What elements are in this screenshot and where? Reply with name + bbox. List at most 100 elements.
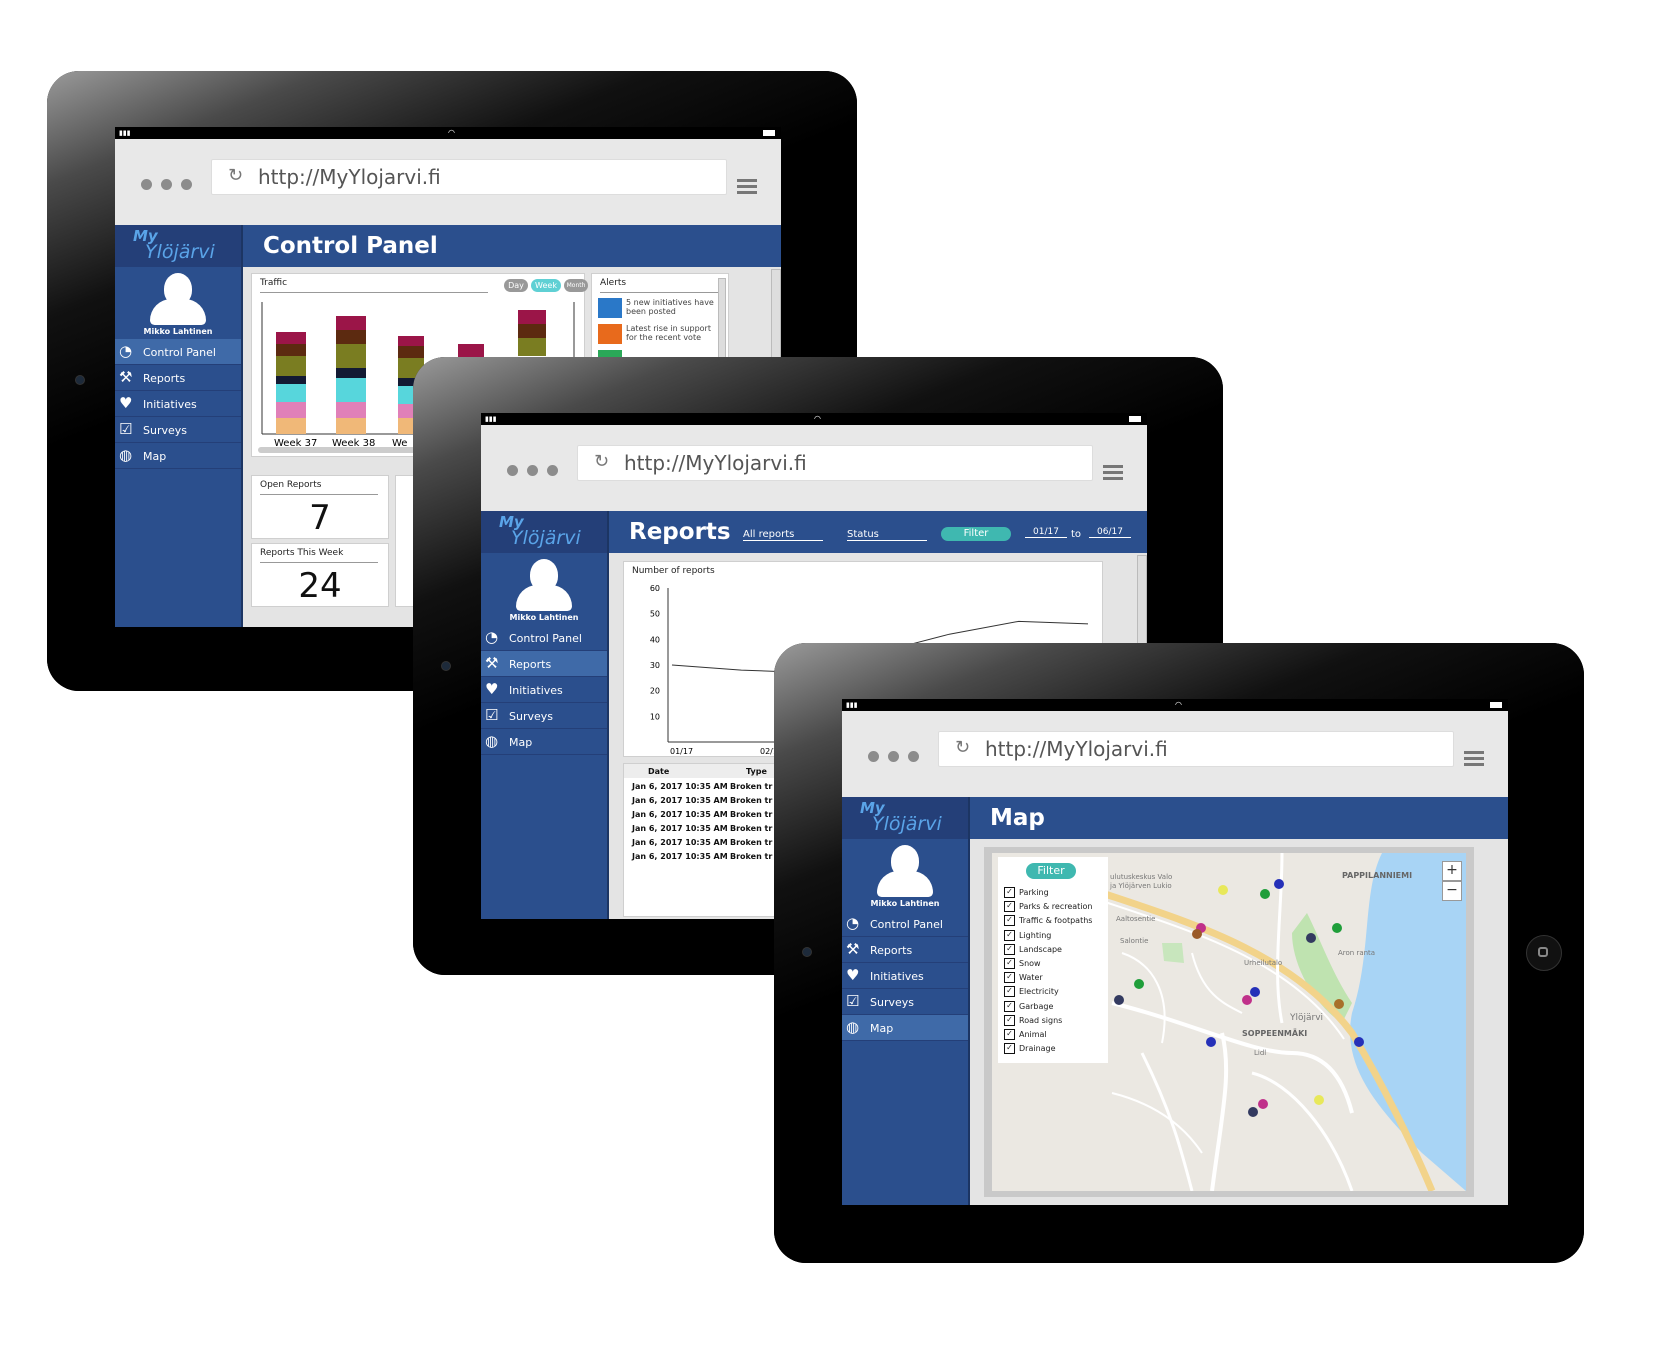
map-pin[interactable] (1250, 987, 1260, 997)
user-avatar[interactable]: Mikko Lahtinen (481, 553, 607, 625)
sidebar-item-reports[interactable]: ⚒ Reports (481, 651, 607, 677)
reload-icon[interactable]: ↻ (955, 737, 971, 758)
checkbox-checked-icon[interactable]: ✓ (1004, 929, 1015, 941)
sidebar-item-map[interactable]: ◍ Map (481, 729, 607, 755)
user-avatar[interactable]: Mikko Lahtinen (842, 839, 968, 911)
road (1191, 952, 1243, 1014)
filter-option[interactable]: ✓ Garbage (1004, 1000, 1053, 1014)
filter-option[interactable]: ✓ Snow (1004, 958, 1041, 971)
reload-icon[interactable]: ↻ (594, 451, 610, 472)
sidebar-item-initiatives[interactable]: ♥ Initiatives (842, 963, 968, 989)
bar-segment (398, 346, 424, 358)
sidebar-item-map[interactable]: ◍ Map (115, 443, 241, 469)
checkbox-checked-icon[interactable]: ✓ (1004, 1014, 1015, 1026)
map-pin[interactable] (1354, 1037, 1364, 1047)
map-pin[interactable] (1218, 885, 1228, 895)
report-type-cell: Broken tr (730, 824, 773, 833)
alert-item[interactable]: 5 new initiatives have been posted (598, 298, 718, 320)
alert-item[interactable]: Latest rise in support for the recent vo… (598, 324, 718, 346)
checkbox-checked-icon[interactable]: ✓ (1004, 1029, 1015, 1040)
filter-option[interactable]: ✓ Parking (1004, 887, 1049, 900)
reload-icon[interactable]: ↻ (228, 165, 244, 186)
zoom-out-button[interactable]: − (1442, 881, 1462, 901)
checkbox-checked-icon[interactable]: ✓ (1004, 943, 1015, 955)
map-pin[interactable] (1248, 1107, 1258, 1117)
open-reports-card[interactable]: Open Reports 7 (251, 475, 389, 539)
url-bar[interactable]: ↻ http://MyYlojarvi.fi (211, 159, 727, 195)
filter-option[interactable]: ✓ Road signs (1004, 1014, 1063, 1028)
map-pin[interactable] (1206, 1037, 1216, 1047)
filter-option[interactable]: ✓ Electricity (1004, 986, 1059, 999)
url-bar[interactable]: ↻ http://MyYlojarvi.fi (577, 445, 1093, 481)
sidebar-item-reports[interactable]: ⚒ Reports (842, 937, 968, 963)
menu-icon[interactable] (737, 179, 757, 195)
all-reports-select[interactable]: All reports (743, 529, 823, 541)
checkbox-checked-icon[interactable]: ✓ (1004, 887, 1015, 898)
sidebar-item-map[interactable]: ◍ Map (842, 1015, 968, 1041)
x-tick-label: We (392, 438, 408, 449)
checkbox-checked-icon[interactable]: ✓ (1004, 958, 1015, 969)
filter-option[interactable]: ✓ Animal (1004, 1029, 1047, 1042)
map-pin[interactable] (1274, 879, 1284, 889)
sidebar-item-control-panel[interactable]: ◔ Control Panel (842, 911, 968, 937)
column-header-type[interactable]: Type (746, 767, 767, 776)
sidebar-item-initiatives[interactable]: ♥ Initiatives (115, 391, 241, 417)
app-logo[interactable]: My Ylöjärvi (481, 511, 607, 553)
map-filter-button[interactable]: Filter (1026, 863, 1076, 879)
menu-icon[interactable] (1103, 465, 1123, 481)
map-pin[interactable] (1192, 929, 1202, 939)
checkbox-checked-icon[interactable]: ✓ (1004, 1043, 1015, 1055)
filter-button[interactable]: Filter (941, 527, 1011, 541)
user-avatar[interactable]: Mikko Lahtinen (115, 267, 241, 339)
map-place-label: Ylöjärvi (1290, 1013, 1324, 1023)
sidebar-item-control-panel[interactable]: ◔ Control Panel (481, 625, 607, 651)
map-pin[interactable] (1134, 979, 1144, 989)
date-from-field[interactable]: 01/17 (1025, 527, 1067, 538)
checkbox-checked-icon[interactable]: ✓ (1004, 972, 1015, 984)
app-logo[interactable]: My Ylöjärvi (842, 797, 968, 839)
app-logo[interactable]: My Ylöjärvi (115, 225, 241, 267)
filter-option[interactable]: ✓ Parks & recreation (1004, 901, 1092, 914)
home-button[interactable] (1526, 935, 1562, 971)
sidebar-item-initiatives[interactable]: ♥ Initiatives (481, 677, 607, 703)
filter-option[interactable]: ✓ Water (1004, 972, 1043, 985)
menu-icon[interactable] (1464, 751, 1484, 767)
wrench-icon: ⚒ (485, 654, 499, 672)
road (1111, 1001, 1354, 1114)
checkbox-checked-icon[interactable]: ✓ (1004, 1000, 1015, 1012)
sidebar-item-reports[interactable]: ⚒ Reports (115, 365, 241, 391)
filter-option[interactable]: ✓ Landscape (1004, 943, 1062, 957)
sidebar-item-control-panel[interactable]: ◔ Control Panel (115, 339, 241, 365)
map-pin[interactable] (1242, 995, 1252, 1005)
url-bar[interactable]: ↻ http://MyYlojarvi.fi (938, 731, 1454, 767)
sidebar-item-surveys[interactable]: ☑ Surveys (481, 703, 607, 729)
toggle-month[interactable]: Month (564, 279, 588, 292)
toggle-week[interactable]: Week (531, 279, 561, 292)
map-canvas[interactable]: PAPPILANNIEMI SOPPEENMÄKI Ylöjärvi Aron … (992, 853, 1466, 1191)
sidebar-item-surveys[interactable]: ☑ Surveys (115, 417, 241, 443)
filter-option[interactable]: ✓ Lighting (1004, 929, 1051, 943)
map-pin[interactable] (1114, 995, 1124, 1005)
column-header-date[interactable]: Date (648, 767, 670, 776)
zoom-in-button[interactable]: + (1442, 861, 1462, 881)
map-pin[interactable] (1334, 999, 1344, 1009)
checkbox-checked-icon[interactable]: ✓ (1004, 901, 1015, 913)
filter-option-label: Road signs (1019, 1015, 1063, 1025)
map-pin[interactable] (1314, 1095, 1324, 1105)
checkbox-checked-icon[interactable]: ✓ (1004, 915, 1015, 927)
reports-this-week-card[interactable]: Reports This Week 24 (251, 543, 389, 607)
status-select[interactable]: Status (847, 529, 927, 541)
filter-option[interactable]: ✓ Traffic & footpaths (1004, 915, 1092, 928)
map-pin[interactable] (1332, 923, 1342, 933)
page-header: Map (970, 797, 1508, 839)
date-to-field[interactable]: 06/17 (1089, 527, 1131, 538)
map-pin[interactable] (1306, 933, 1316, 943)
filter-option[interactable]: ✓ Drainage (1004, 1043, 1056, 1056)
sidebar-item-surveys[interactable]: ☑ Surveys (842, 989, 968, 1015)
sidebar: My Ylöjärvi Mikko Lahtinen ◔ Control Panel… (115, 225, 243, 627)
toggle-day[interactable]: Day (504, 279, 528, 292)
map-pin[interactable] (1260, 889, 1270, 899)
checkbox-checked-icon[interactable]: ✓ (1004, 986, 1015, 998)
map-pin[interactable] (1258, 1099, 1268, 1109)
map-pin[interactable] (1196, 923, 1206, 933)
